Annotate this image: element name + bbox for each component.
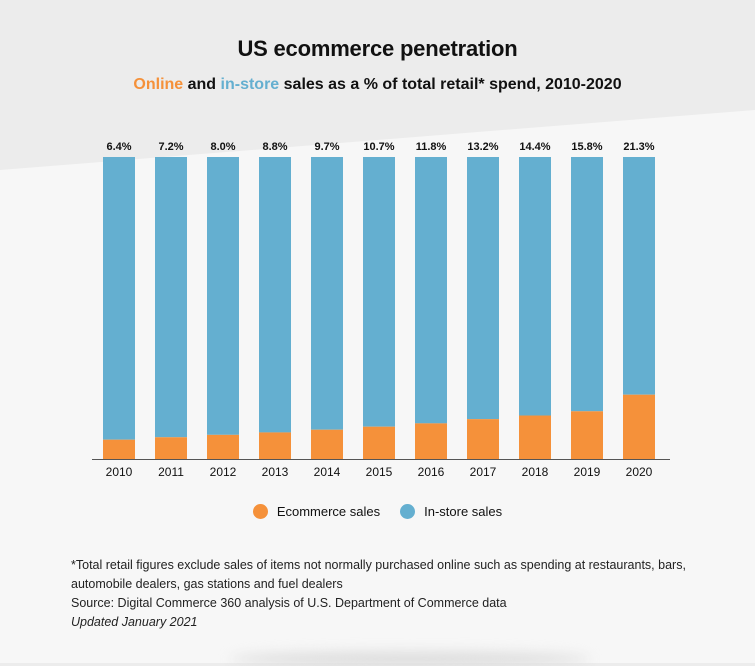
subtitle-rest: sales as a % of total retail* spend, 201… [279,76,622,93]
data-label-2020: 21.3% [623,141,654,153]
legend-swatch-ecommerce [252,504,268,519]
subtitle-online: Online [133,76,184,93]
data-label-2019: 15.8% [571,141,602,153]
x-tick-label-2019: 2019 [574,465,601,479]
x-tick-label-2020: 2020 [626,465,653,479]
x-tick-label-2013: 2013 [262,465,289,479]
data-label-2015: 10.7% [363,141,394,153]
x-tick-label-2015: 2015 [366,465,393,479]
bar-instore-2019 [571,157,603,412]
bar-instore-2015 [363,157,395,427]
data-label-2018: 14.4% [519,141,550,153]
bar-ecommerce-2018 [519,415,551,459]
data-label-2010: 6.4% [106,141,131,153]
chart-title: US ecommerce penetration [237,36,518,61]
footnote-updated: Updated January 2021 [71,615,198,629]
bar-ecommerce-2013 [259,432,291,459]
bar-instore-2016 [415,157,447,424]
card-shadow [230,652,590,666]
x-tick-label-2014: 2014 [314,465,341,479]
data-label-2017: 13.2% [467,141,498,153]
legend-swatch-instore [400,504,416,519]
subtitle-instore: in-store [220,76,280,93]
bar-ecommerce-2010 [103,439,135,459]
legend-item-instore: In-store sales [400,504,502,519]
bar-ecommerce-2015 [363,426,395,459]
data-label-2013: 8.8% [262,141,287,153]
legend-label-ecommerce: Ecommerce sales [276,504,381,519]
bar-instore-2017 [467,157,499,420]
footnote: *Total retail figures exclude sales of i… [71,556,711,632]
bar-instore-2020 [623,157,655,395]
data-label-2014: 9.7% [314,141,339,153]
bar-ecommerce-2016 [415,423,447,459]
bar-ecommerce-2017 [467,419,499,459]
x-tick-label-2011: 2011 [158,465,184,479]
legend-label-instore: In-store sales [424,504,503,519]
bar-instore-2011 [155,157,187,438]
bar-instore-2018 [519,157,551,416]
data-label-2016: 11.8% [416,141,447,153]
bar-ecommerce-2020 [623,394,655,459]
chart-legend: Ecommerce sales In-store sales [0,504,755,519]
subtitle-and: and [183,76,221,93]
bar-ecommerce-2019 [571,411,603,459]
x-tick-label-2017: 2017 [470,465,497,479]
stacked-bar-chart: 6.4% 2010 7.2% 2011 8.0% 2012 8.8% 2013 9.7% 2014… [92,141,670,479]
x-tick-label-2016: 2016 [418,465,445,479]
bar-instore-2014 [311,157,343,430]
bar-instore-2013 [259,157,291,433]
x-tick-label-2010: 2010 [106,465,133,479]
x-tick-label-2018: 2018 [522,465,549,479]
bar-instore-2012 [207,157,239,435]
chart-subtitle: Online and in-store sales as a % of tota… [0,76,755,94]
bar-ecommerce-2011 [155,437,187,459]
x-tick-label-2012: 2012 [210,465,237,479]
footnote-line-2: automobile dealers, gas stations and fue… [71,577,343,591]
bar-ecommerce-2014 [311,429,343,459]
footnote-line-1: *Total retail figures exclude sales of i… [71,558,686,572]
data-label-2011: 7.2% [158,141,183,153]
data-label-2012: 8.0% [210,141,235,153]
bar-ecommerce-2012 [207,434,239,459]
footnote-source: Source: Digital Commerce 360 analysis of… [71,596,507,610]
legend-item-ecommerce: Ecommerce sales [252,504,381,519]
bar-instore-2010 [103,157,135,440]
